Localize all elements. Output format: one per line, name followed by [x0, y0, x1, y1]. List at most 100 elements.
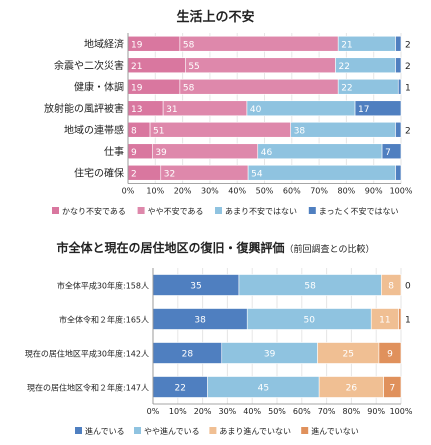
data-label: 31	[166, 105, 177, 115]
bar-segment	[395, 35, 402, 52]
data-label: 2	[405, 126, 411, 136]
data-label: 1	[405, 316, 411, 326]
data-label: 1	[405, 83, 411, 93]
legend-swatch	[134, 427, 141, 434]
data-label: 38	[194, 316, 206, 326]
tick-label: 90%	[367, 407, 385, 416]
data-label: 8	[388, 282, 394, 292]
tick-label: 70%	[310, 187, 328, 196]
chart-subtitle-recovery: （前回調査との比較）	[284, 245, 375, 255]
data-label: 39	[264, 350, 276, 360]
data-label: 9	[131, 148, 137, 158]
data-label: 2	[405, 40, 411, 50]
data-label: 8	[131, 126, 137, 136]
data-label: 22	[341, 83, 352, 93]
data-label: 2	[131, 169, 137, 179]
legend-label: あまり進んでいない	[219, 427, 291, 436]
tick-label: 20%	[194, 407, 212, 416]
data-label: 7	[389, 384, 395, 394]
tick-label: 40%	[228, 187, 246, 196]
data-label: 38	[294, 126, 306, 136]
bar-segment	[381, 143, 402, 160]
category-label: 余震や二次災害	[54, 59, 124, 72]
legend-label: 進んでいる	[85, 427, 125, 436]
legend-swatch	[209, 427, 217, 434]
tick-label: 50%	[268, 407, 286, 416]
data-label: 22	[338, 62, 349, 72]
tick-label: 10%	[169, 407, 187, 416]
data-label: 17	[358, 105, 369, 115]
data-label: 21	[341, 40, 352, 50]
data-label: 50	[304, 316, 316, 326]
data-label: 32	[164, 169, 175, 179]
legend-label: やや不安である	[148, 206, 204, 216]
data-label: 54	[251, 169, 263, 179]
category-label: 地域経済	[84, 37, 124, 50]
data-label: 40	[250, 105, 262, 115]
bar-segment	[383, 376, 402, 398]
data-label: 9	[387, 350, 393, 360]
category-label: 市全体令和２年度:165人	[59, 315, 149, 325]
category-label: 現在の居住地区令和２年度:147人	[27, 383, 149, 393]
data-label: 58	[183, 40, 195, 50]
tick-label: 80%	[343, 407, 361, 416]
chart-title-life-anxiety: 生活上の不安	[176, 10, 255, 25]
tick-label: 0%	[122, 187, 135, 196]
tick-label: 60%	[293, 407, 311, 416]
legend-label: かなり不安である	[62, 206, 126, 216]
data-label: 2	[405, 62, 411, 72]
data-label: 25	[342, 350, 353, 360]
data-label: 58	[304, 282, 316, 292]
bar-segment	[397, 78, 402, 95]
tick-label: 90%	[365, 187, 383, 196]
bar-segment	[398, 308, 402, 330]
bar-segment	[378, 342, 402, 364]
tick-label: 80%	[338, 187, 356, 196]
data-label: 0	[405, 282, 411, 292]
tick-label: 50%	[256, 187, 274, 196]
data-label: 58	[183, 83, 195, 93]
legend-label: やや進んでいる	[144, 427, 200, 436]
category-label: 地域の連帯感	[64, 123, 124, 136]
tick-label: 100%	[390, 187, 413, 196]
data-label: 13	[131, 105, 142, 115]
category-label: 健康・体調	[74, 80, 124, 93]
category-label: 放射能の風評被害	[44, 102, 124, 115]
legend-swatch	[137, 207, 145, 214]
category-label: 住宅の確保	[74, 166, 124, 179]
data-label: 39	[155, 148, 167, 158]
tick-label: 0%	[147, 407, 160, 416]
tick-label: 30%	[201, 187, 219, 196]
tick-label: 100%	[390, 407, 413, 416]
legend-swatch	[52, 207, 59, 214]
bar-segment	[395, 57, 402, 74]
tick-label: 10%	[146, 187, 164, 196]
legend-label: あまり不安ではない	[225, 206, 297, 216]
bar-segment	[395, 164, 402, 181]
chart-title-recovery: 市全体と現在の居住地区の復旧・復興評価（前回調査との比較）	[0, 239, 431, 256]
legend-label: 進んでいない	[311, 427, 359, 436]
tick-label: 70%	[318, 407, 336, 416]
bar-segment	[381, 274, 402, 296]
tick-label: 60%	[283, 187, 301, 196]
data-label: 45	[258, 384, 269, 394]
legend-swatch	[301, 427, 309, 434]
bar-segment	[354, 100, 402, 117]
category-label: 市全体平成30年度:158人	[57, 281, 149, 291]
data-label: 21	[131, 62, 142, 72]
data-label: 55	[188, 62, 199, 72]
data-label: 7	[385, 148, 391, 158]
data-label: 22	[175, 384, 186, 394]
legend-swatch	[75, 427, 82, 434]
tick-label: 40%	[243, 407, 261, 416]
data-label: 28	[182, 350, 194, 360]
legend-swatch	[308, 207, 316, 214]
data-label: 19	[131, 83, 143, 93]
category-label: 仕事	[104, 145, 124, 158]
chart-title-recovery-main: 市全体と現在の居住地区の復旧・復興評価	[56, 241, 285, 255]
data-label: 35	[190, 282, 201, 292]
legend-label: まったく不安ではない	[319, 206, 399, 216]
